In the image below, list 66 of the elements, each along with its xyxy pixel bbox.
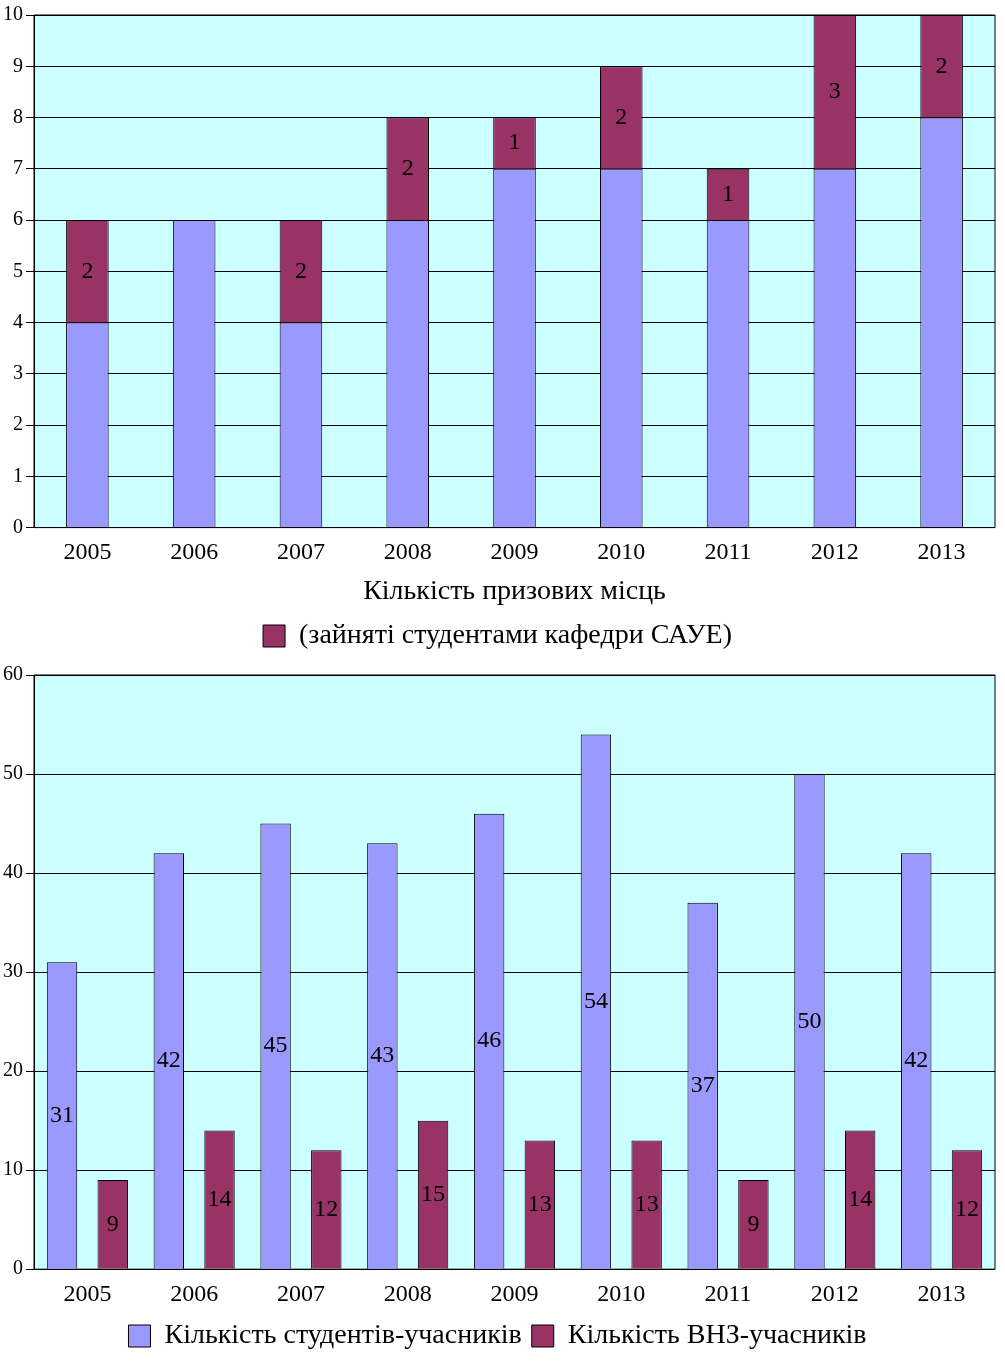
data-label: 31 [50,1100,75,1127]
y-tick-label: 7 [13,156,23,179]
data-label: 1 [722,179,735,206]
x-tick-label: 2010 [597,1279,646,1306]
data-label: 14 [207,1184,232,1211]
x-tick-label: 2013 [917,538,966,565]
y-tick-label: 10 [3,1157,23,1180]
x-tick-label: 2005 [63,538,112,565]
y-tick-label: 2 [13,412,23,435]
data-label: 54 [583,986,608,1013]
data-label: 12 [954,1194,979,1221]
data-label: 37 [690,1071,715,1098]
data-label: 2 [615,102,628,129]
x-axis-title: Кількість призових місць [363,573,666,605]
y-tick-label: 0 [13,1256,23,1279]
data-label: 9 [747,1209,760,1236]
legend-label: Кількість студентів-учасників [164,1318,522,1350]
y-tick-label: 50 [3,761,23,784]
data-label: 46 [477,1026,502,1053]
y-tick-label: 1 [13,463,23,486]
x-tick-label: 2010 [597,538,646,565]
data-label: 2 [81,256,94,283]
data-label: 42 [156,1046,181,1073]
y-tick-label: 60 [3,662,23,685]
data-label: 14 [848,1184,873,1211]
y-tick-label: 4 [13,309,23,332]
data-label: 45 [263,1031,288,1058]
y-tick-label: 40 [3,860,23,883]
data-label: 13 [634,1189,659,1216]
data-label: 42 [904,1046,929,1073]
x-tick-label: 2006 [170,538,219,565]
x-tick-label: 2012 [810,538,859,565]
y-tick-label: 3 [13,361,23,384]
data-label: 12 [314,1194,339,1221]
data-label: 50 [797,1006,822,1033]
data-label: 13 [527,1189,552,1216]
y-tick-label: 0 [13,514,23,537]
x-tick-label: 2005 [63,1279,112,1306]
y-tick-label: 6 [13,207,23,230]
data-label: 2 [401,154,414,181]
legend-label: Кількість ВНЗ-учасників [567,1318,867,1350]
x-tick-label: 2007 [276,1279,325,1306]
data-label: 3 [828,77,841,104]
y-tick-label: 5 [13,258,23,281]
x-tick-label: 2007 [276,538,325,565]
y-tick-label: 20 [3,1058,23,1081]
x-tick-label: 2008 [383,1279,432,1306]
x-tick-label: 2011 [704,538,752,565]
y-tick-label: 8 [13,104,23,127]
x-tick-label: 2013 [917,1279,966,1306]
x-tick-label: 2011 [704,1279,752,1306]
data-label: 2 [294,256,307,283]
y-tick-label: 30 [3,959,23,982]
y-tick-label: 9 [13,53,23,76]
x-tick-label: 2009 [490,1279,539,1306]
legend-label: (зайняті студентами кафедри САУЕ) [299,618,732,650]
x-tick-label: 2012 [810,1279,859,1306]
y-tick-label: 10 [3,2,23,25]
data-label: 2 [935,51,948,78]
data-label: 15 [421,1179,446,1206]
data-label: 43 [370,1041,395,1068]
data-label: 9 [106,1209,119,1236]
x-tick-label: 2006 [170,1279,219,1306]
data-label: 1 [508,128,521,155]
x-tick-label: 2009 [490,538,539,565]
x-tick-label: 2008 [383,538,432,565]
